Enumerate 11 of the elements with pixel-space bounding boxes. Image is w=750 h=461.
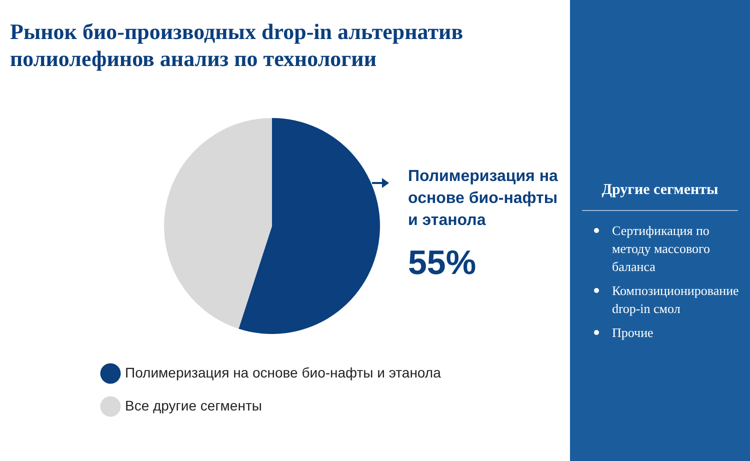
text: Другие сегменты [600, 182, 720, 199]
category-label: Полимеризация на основе био-нафты и этанола [125, 364, 441, 380]
pie-slice [238, 118, 380, 334]
text: Сертификация по методу массового баланса [612, 222, 712, 276]
text: Прочие [612, 324, 654, 342]
data-label: 55% [408, 244, 476, 283]
chart-title: Рынок био-производных drop-in альтернатив полиолефинов анализ по технологии [10, 18, 464, 72]
text: Композиционирование drop-in смол [612, 282, 740, 318]
legend-label: Все другие сегменты [125, 398, 262, 414]
legend-label: Полимеризация на основе био-нафты и этанола [408, 167, 559, 231]
pie-slice [164, 118, 272, 329]
